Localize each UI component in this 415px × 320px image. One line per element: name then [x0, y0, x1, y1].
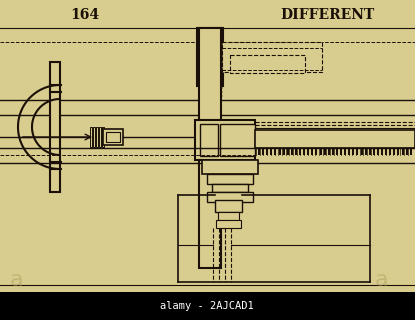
Bar: [96, 127, 98, 147]
Bar: [215, 200, 242, 212]
Text: alamy - 2AJCAD1: alamy - 2AJCAD1: [160, 301, 254, 311]
Text: DIFFERENT: DIFFERENT: [280, 8, 374, 22]
Text: a: a: [10, 270, 24, 290]
Bar: [258, 148, 260, 155]
Bar: [222, 42, 322, 72]
Bar: [398, 148, 399, 155]
Bar: [348, 148, 350, 155]
Bar: [262, 148, 264, 155]
Bar: [278, 148, 281, 155]
Bar: [202, 160, 258, 174]
Bar: [311, 148, 313, 155]
Bar: [195, 120, 255, 160]
Bar: [197, 28, 223, 86]
Bar: [207, 192, 253, 202]
Bar: [369, 148, 371, 155]
Bar: [373, 148, 375, 155]
Bar: [377, 148, 379, 155]
Bar: [207, 174, 253, 184]
Bar: [381, 148, 383, 155]
Bar: [200, 124, 218, 156]
Bar: [405, 148, 408, 155]
Text: 164: 164: [70, 8, 99, 22]
Bar: [320, 148, 322, 155]
Bar: [0, 292, 415, 320]
Bar: [361, 148, 362, 155]
Bar: [255, 130, 415, 148]
Bar: [303, 148, 305, 155]
Bar: [365, 148, 366, 155]
Bar: [103, 129, 123, 145]
Bar: [315, 148, 317, 155]
Bar: [102, 127, 104, 147]
Bar: [291, 148, 293, 155]
Bar: [266, 148, 268, 155]
Bar: [332, 148, 334, 155]
Bar: [216, 220, 241, 228]
Bar: [283, 148, 285, 155]
Bar: [274, 148, 276, 155]
Bar: [199, 28, 221, 268]
Bar: [324, 148, 326, 155]
Text: a: a: [375, 270, 388, 290]
Bar: [295, 148, 297, 155]
Bar: [352, 148, 354, 155]
Bar: [106, 132, 120, 142]
Bar: [270, 148, 272, 155]
Bar: [230, 55, 305, 73]
Bar: [99, 127, 101, 147]
Bar: [344, 148, 346, 155]
Bar: [220, 124, 255, 156]
Bar: [340, 148, 342, 155]
Bar: [218, 212, 239, 220]
Bar: [307, 148, 309, 155]
Bar: [393, 148, 395, 155]
Bar: [90, 127, 92, 147]
Bar: [299, 148, 301, 155]
Bar: [401, 148, 403, 155]
Bar: [50, 62, 60, 192]
Bar: [328, 148, 330, 155]
Bar: [199, 28, 221, 268]
Bar: [336, 148, 338, 155]
Bar: [385, 148, 387, 155]
Bar: [410, 148, 412, 155]
Bar: [93, 127, 95, 147]
Bar: [212, 184, 248, 192]
Bar: [389, 148, 391, 155]
Bar: [287, 148, 289, 155]
Bar: [356, 148, 359, 155]
